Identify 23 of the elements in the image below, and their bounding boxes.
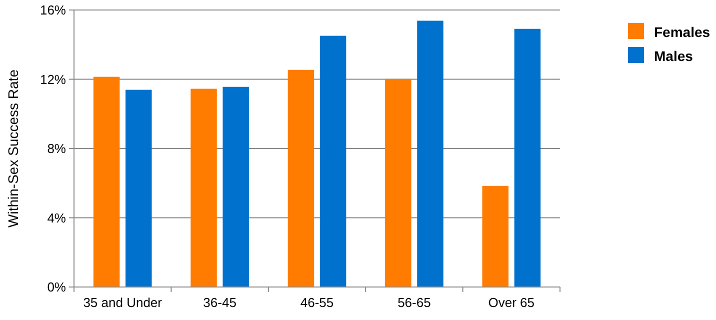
y-tick-label: 16% [40, 2, 66, 18]
bar [222, 86, 249, 287]
x-tick-label: 56-65 [398, 295, 431, 310]
bar [417, 20, 444, 287]
y-tick-label: 0% [47, 280, 66, 295]
bar [288, 70, 314, 287]
legend-label: Females [654, 24, 710, 40]
y-axis-title: Within-Sex Success Rate [5, 69, 21, 228]
x-tick-label: 46-55 [300, 295, 334, 310]
x-tick-label: 36-45 [203, 295, 236, 310]
bar [190, 88, 217, 287]
y-tick-label: 4% [47, 210, 66, 226]
bar [514, 28, 541, 287]
bar [320, 36, 346, 287]
bar [482, 186, 508, 287]
y-tick-label: 12% [40, 72, 66, 87]
bar [126, 90, 152, 287]
legend-label: Males [654, 48, 694, 64]
y-tick-label: 8% [47, 141, 66, 156]
x-tick-label: Over 65 [488, 295, 535, 310]
bar [385, 78, 412, 287]
x-tick-label: 35 and Under [83, 295, 163, 310]
bar [93, 76, 120, 287]
